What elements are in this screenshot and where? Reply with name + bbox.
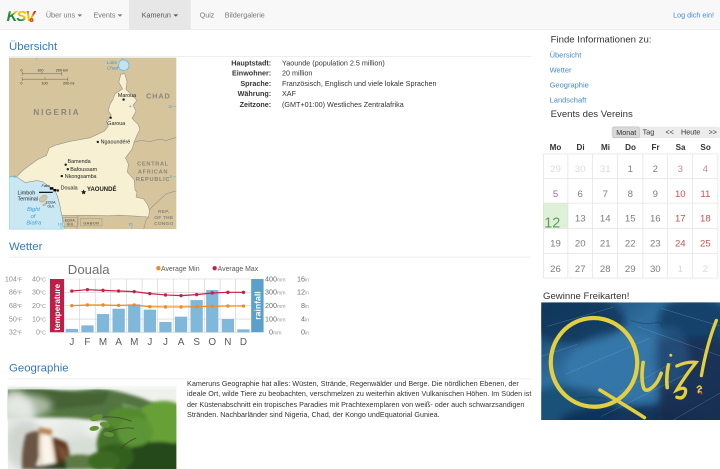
svg-text:KSV: KSV	[7, 8, 38, 25]
svg-text:104°F: 104°F	[5, 274, 22, 283]
svg-text:rainfall: rainfall	[252, 291, 262, 320]
svg-text:EQUA.: EQUA.	[65, 218, 76, 222]
svg-text:0: 0	[20, 82, 22, 86]
svg-text:YAOUNDÉ: YAOUNDÉ	[87, 185, 116, 193]
svg-text:Nkongsamba: Nkongsamba	[65, 174, 97, 180]
svg-text:0in: 0in	[301, 328, 309, 337]
svg-text:5: 5	[14, 174, 16, 179]
svg-text:AFRICAN: AFRICAN	[138, 169, 168, 175]
svg-text:Maroua: Maroua	[118, 93, 136, 99]
svg-text:temperature: temperature	[53, 283, 62, 330]
svg-text:30°C: 30°C	[32, 288, 46, 297]
svg-text:Bafoussam: Bafoussam	[70, 167, 97, 173]
svg-text:OF THE: OF THE	[154, 215, 174, 221]
svg-text:J: J	[163, 337, 168, 348]
svg-text:CONGO: CONGO	[154, 221, 173, 227]
svg-text:16in: 16in	[297, 274, 309, 283]
svg-text:86°F: 86°F	[9, 288, 22, 297]
svg-text:REPUBLIC: REPUBLIC	[136, 177, 170, 183]
svg-text:10°C: 10°C	[32, 314, 46, 323]
svg-text:CHAD: CHAD	[146, 91, 171, 100]
svg-text:A: A	[178, 337, 185, 348]
svg-text:J: J	[69, 337, 74, 348]
svg-text:Fako: Fako	[42, 184, 50, 188]
svg-text:Douala: Douala	[68, 262, 110, 277]
svg-text:200 km: 200 km	[56, 68, 68, 72]
svg-text:32°F: 32°F	[9, 328, 22, 337]
svg-text:Limboh: Limboh	[18, 190, 36, 196]
svg-text:20°C: 20°C	[32, 301, 46, 310]
svg-text:0°C: 0°C	[36, 328, 46, 337]
svg-text:100: 100	[37, 68, 43, 72]
svg-text:NIGERIA: NIGERIA	[33, 108, 80, 117]
svg-text:0: 0	[20, 68, 22, 72]
svg-text:40°C: 40°C	[32, 274, 46, 283]
svg-text:4in: 4in	[301, 314, 309, 323]
svg-text:A: A	[115, 337, 122, 348]
svg-text:400mm: 400mm	[265, 274, 286, 283]
svg-text:Bamenda: Bamenda	[68, 159, 91, 165]
svg-text:0mm: 0mm	[269, 328, 282, 337]
svg-text:5: 5	[170, 174, 172, 179]
svg-text:100: 100	[41, 82, 47, 86]
svg-text:50°F: 50°F	[9, 314, 22, 323]
svg-text:10: 10	[168, 104, 173, 109]
svg-text:GUI.: GUI.	[47, 205, 54, 209]
svg-text:8in: 8in	[301, 301, 309, 310]
svg-text:of: of	[31, 214, 37, 220]
svg-text:Lake: Lake	[107, 60, 118, 66]
svg-text:Chad: Chad	[107, 66, 119, 72]
svg-text:10: 10	[58, 222, 63, 227]
svg-text:O: O	[208, 337, 216, 348]
svg-text:REP.: REP.	[158, 209, 170, 215]
svg-text:68°F: 68°F	[9, 301, 22, 310]
svg-text:200 mi: 200 mi	[63, 82, 74, 86]
svg-text:D: D	[240, 337, 247, 348]
svg-text:Average Max: Average Max	[218, 266, 259, 273]
svg-text:S: S	[193, 337, 200, 348]
svg-text:Bight: Bight	[27, 207, 40, 213]
svg-text:F: F	[84, 337, 90, 348]
svg-text:12in: 12in	[297, 288, 309, 297]
svg-text:N: N	[224, 337, 231, 348]
svg-text:Douala: Douala	[61, 185, 78, 191]
svg-text:Garoua: Garoua	[107, 121, 125, 127]
svg-text:J: J	[147, 337, 152, 348]
svg-text:200mm: 200mm	[265, 301, 286, 310]
svg-text:EQUA.: EQUA.	[46, 200, 57, 204]
svg-text:300mm: 300mm	[265, 288, 286, 297]
svg-text:GABON: GABON	[83, 220, 99, 225]
svg-text:M: M	[130, 337, 138, 348]
svg-text:Ngaoundéré: Ngaoundéré	[101, 140, 131, 146]
svg-text:Biafra: Biafra	[26, 220, 41, 226]
svg-text:15: 15	[128, 222, 132, 227]
svg-text:Average Min: Average Min	[161, 266, 200, 273]
svg-text:M: M	[99, 337, 107, 348]
svg-text:Terminal: Terminal	[18, 196, 38, 202]
svg-text:CENTRAL: CENTRAL	[137, 162, 169, 168]
svg-text:GUI.: GUI.	[67, 222, 74, 226]
svg-text:100mm: 100mm	[265, 314, 286, 323]
